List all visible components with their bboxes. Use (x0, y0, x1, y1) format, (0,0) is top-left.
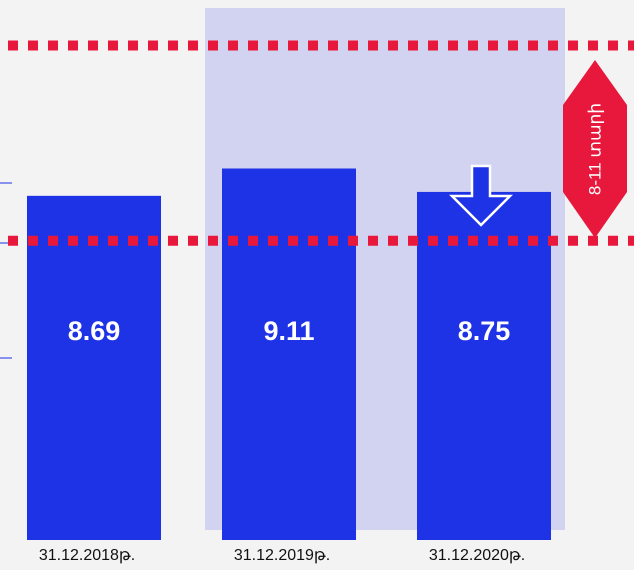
value-label: 8.69 (68, 316, 121, 346)
x-tick-label: 31.12.2020թ. (429, 547, 525, 564)
down-arrow-icon (448, 164, 514, 227)
x-tick-label: 31.12.2019թ. (234, 547, 330, 564)
band-badge (563, 60, 627, 238)
bar (27, 195, 161, 540)
value-label: 9.11 (263, 316, 314, 346)
x-tick-label: 31.12.2018թ. (39, 547, 135, 564)
band-label: 8-11 տարի (585, 103, 604, 195)
bar (222, 168, 356, 540)
bar (417, 191, 551, 540)
value-label: 8.75 (458, 316, 511, 346)
